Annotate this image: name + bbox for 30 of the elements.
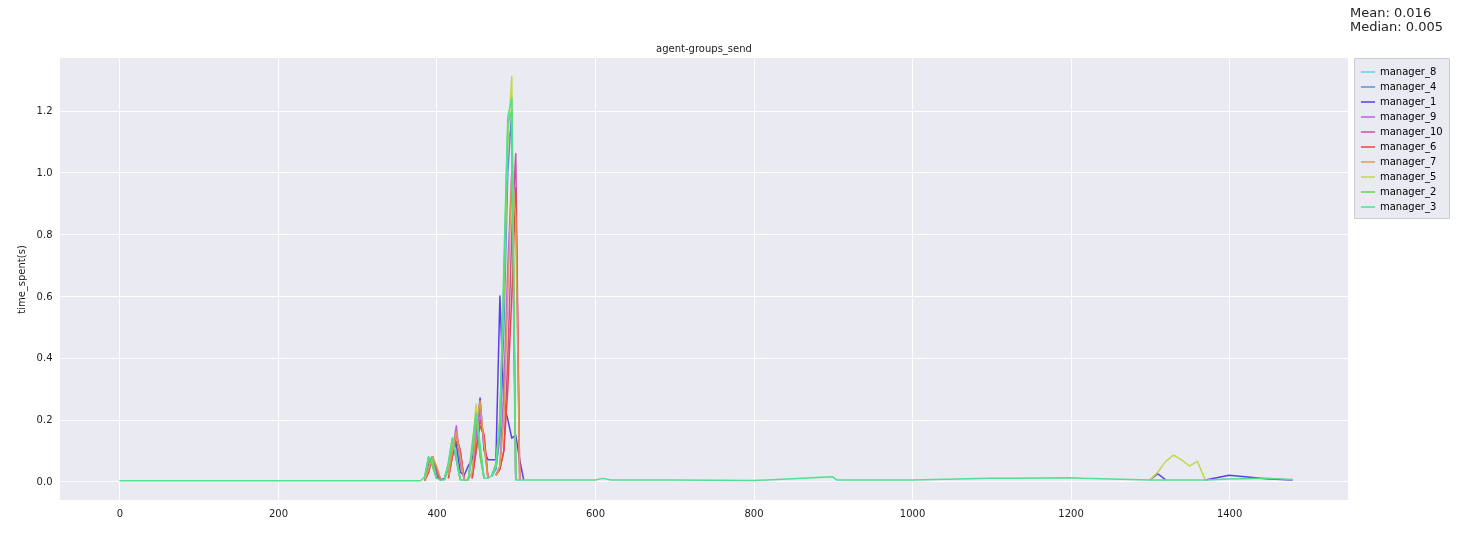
x-tick-label: 200 (268, 507, 289, 519)
x-tick-label: 0 (116, 507, 124, 519)
y-tick-label: 0.0 (36, 475, 53, 487)
legend-label: manager_10 (1380, 126, 1443, 138)
line-series (118, 97, 1294, 482)
y-axis-title: time_spent(s) (15, 245, 28, 314)
x-tick-label: 800 (744, 507, 764, 519)
y-tick-label: 0.6 (36, 290, 53, 302)
legend-label: manager_5 (1380, 171, 1437, 183)
text: Mean: 0.016 (1350, 5, 1433, 20)
legend-label: manager_9 (1380, 111, 1437, 123)
y-tick-label: 1.2 (36, 105, 53, 117)
legend-label: manager_7 (1380, 156, 1437, 168)
text: Median: 0.005 (1350, 19, 1444, 34)
legend-label: manager_2 (1380, 186, 1437, 198)
x-tick-label: 600 (585, 507, 606, 519)
x-tick-label: 1000 (899, 507, 926, 519)
y-tick-label: 1.0 (36, 166, 53, 178)
y-tick-label: 0.4 (36, 352, 53, 364)
legend-label: manager_6 (1380, 141, 1437, 153)
x-tick-label: 1200 (1058, 507, 1084, 519)
y-tick-label: 0.2 (36, 414, 53, 426)
x-tick-label: 400 (427, 507, 447, 519)
chart-title: agent-groups_send (656, 42, 752, 55)
x-tick-label: 1400 (1216, 507, 1243, 519)
legend-label: manager_8 (1380, 66, 1437, 78)
legend-label: manager_3 (1380, 201, 1437, 213)
y-tick-label: 0.8 (36, 228, 53, 240)
legend-label: manager_4 (1380, 81, 1437, 93)
legend-label: manager_1 (1380, 96, 1437, 108)
